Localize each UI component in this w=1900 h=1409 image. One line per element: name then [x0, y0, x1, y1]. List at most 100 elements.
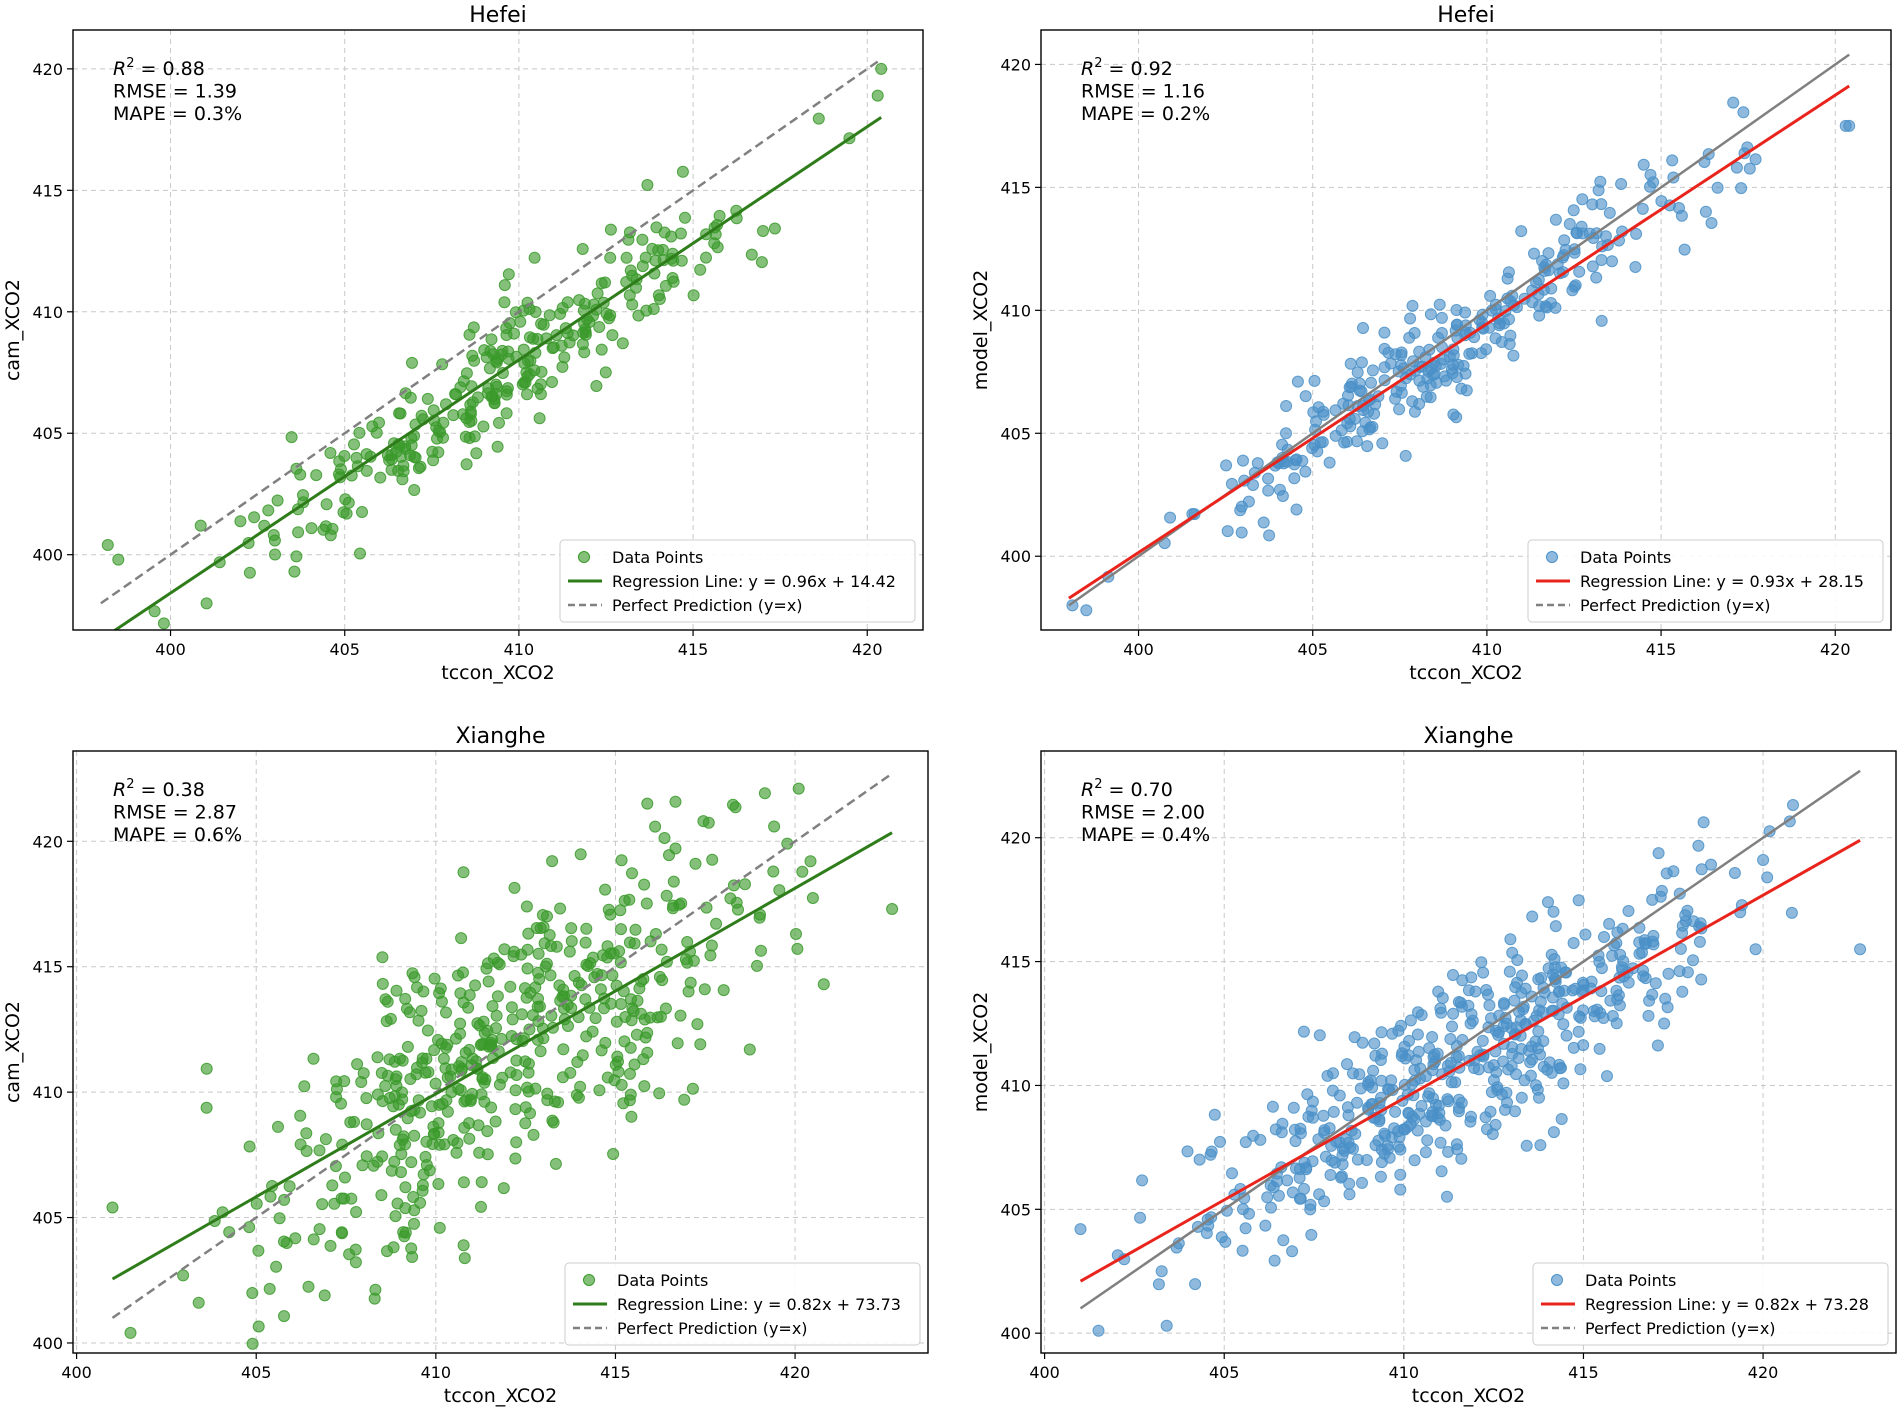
data-point: [739, 878, 751, 891]
data-point: [399, 1181, 412, 1194]
data-point: [655, 943, 668, 956]
x-tick-label: 400: [61, 1363, 92, 1382]
data-point: [426, 445, 439, 458]
data-point: [599, 1036, 612, 1049]
data-point: [660, 889, 673, 902]
data-point: [1548, 953, 1561, 965]
data-point: [112, 553, 125, 566]
data-point: [376, 951, 389, 964]
data-point: [1534, 995, 1547, 1008]
data-point: [475, 1176, 488, 1189]
data-point: [357, 1067, 370, 1080]
y-tick-label: 420: [32, 60, 63, 79]
data-point: [1592, 184, 1605, 197]
data-point: [622, 233, 635, 246]
data-point: [1649, 977, 1662, 990]
data-point: [1333, 1089, 1346, 1102]
data-point: [307, 1233, 320, 1246]
data-point: [638, 1080, 651, 1093]
data-point: [432, 1178, 445, 1190]
data-point: [579, 936, 592, 949]
data-point: [1434, 1136, 1447, 1149]
data-point: [1854, 943, 1867, 956]
data-point: [593, 321, 606, 333]
data-point: [416, 1179, 429, 1192]
data-point: [1695, 863, 1708, 876]
data-point: [1404, 1014, 1417, 1027]
x-tick-label: 420: [1820, 640, 1851, 659]
data-point: [757, 225, 769, 237]
data-point: [1378, 361, 1391, 374]
data-point: [310, 469, 323, 482]
data-point: [1532, 1042, 1544, 1055]
data-point: [1356, 1176, 1368, 1189]
data-point: [1408, 1154, 1421, 1167]
data-point: [656, 243, 669, 256]
data-point: [288, 565, 301, 578]
data-point: [243, 1221, 256, 1234]
x-tick-label: 415: [1568, 1363, 1599, 1382]
data-point: [1251, 457, 1264, 470]
fit-lines: [1079, 769, 1861, 1310]
data-point: [1612, 989, 1625, 1002]
data-point: [421, 392, 434, 405]
data-point: [338, 450, 351, 462]
data-point: [574, 848, 587, 861]
data-point: [1280, 427, 1292, 440]
data-point: [625, 1110, 638, 1123]
data-point: [1534, 1139, 1547, 1152]
data-point: [489, 1115, 502, 1128]
data-point: [1441, 1190, 1453, 1203]
x-tick-label: 405: [329, 640, 360, 659]
data-point: [383, 1053, 396, 1066]
data-point: [1136, 1174, 1149, 1187]
data-point: [586, 1025, 599, 1038]
data-point: [1693, 935, 1706, 948]
x-tick-label: 410: [1472, 640, 1503, 659]
data-point: [1695, 973, 1708, 986]
data-point: [1540, 301, 1553, 314]
data-point: [1276, 490, 1289, 502]
data-point: [454, 381, 467, 394]
data-point: [441, 1038, 454, 1051]
data-point: [1347, 1067, 1359, 1080]
legend-label-data: Data Points: [1585, 1271, 1676, 1290]
data-point: [534, 378, 547, 391]
data-point: [106, 1201, 119, 1214]
data-point: [1378, 326, 1391, 339]
data-point: [470, 447, 483, 460]
data-point: [571, 1056, 584, 1068]
data-point: [1637, 964, 1649, 977]
data-point: [1435, 327, 1448, 339]
data-point: [1511, 954, 1524, 966]
data-point: [420, 1052, 433, 1065]
y-tick-label: 415: [1000, 953, 1031, 972]
data-point: [1347, 1142, 1359, 1155]
data-point: [1290, 503, 1303, 516]
data-point: [466, 349, 479, 362]
data-point: [631, 994, 644, 1007]
data-point: [1287, 1101, 1300, 1114]
stat-r2: R2 = 0.70: [1081, 777, 1173, 801]
data-point: [1728, 867, 1741, 879]
data-point: [687, 289, 700, 302]
data-point: [544, 969, 557, 982]
data-point: [278, 1235, 290, 1248]
data-point: [1687, 954, 1699, 967]
data-point: [1591, 1003, 1604, 1016]
data-point: [457, 996, 470, 1009]
data-point: [432, 1126, 445, 1139]
data-point: [334, 463, 347, 476]
data-point: [1530, 1079, 1542, 1092]
data-point: [589, 1012, 602, 1025]
data-point: [192, 1296, 205, 1309]
data-point: [543, 309, 556, 322]
data-point: [638, 878, 651, 891]
data-point: [129, 672, 140, 683]
data-point: [515, 1008, 528, 1021]
data-point: [273, 1212, 286, 1225]
data-point: [615, 998, 627, 1010]
data-point: [1606, 1010, 1619, 1022]
y-tick-label: 405: [1000, 1200, 1031, 1219]
data-point: [157, 617, 170, 630]
